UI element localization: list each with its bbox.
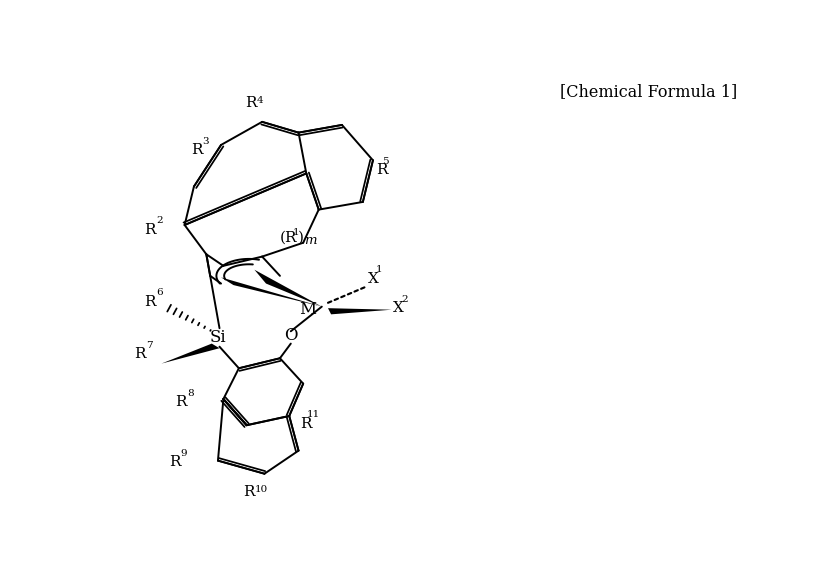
- Polygon shape: [221, 277, 322, 307]
- Text: 2: 2: [401, 295, 407, 303]
- Text: 7: 7: [146, 341, 153, 350]
- Text: 11: 11: [306, 410, 320, 419]
- Text: m: m: [304, 234, 316, 247]
- Text: R: R: [191, 144, 202, 157]
- Text: (R: (R: [280, 230, 297, 244]
- Text: 8: 8: [187, 389, 193, 398]
- Text: 6: 6: [156, 288, 163, 298]
- Text: R: R: [245, 96, 257, 109]
- Text: M: M: [299, 301, 316, 318]
- Text: ): ): [298, 230, 304, 244]
- Polygon shape: [328, 308, 392, 314]
- Text: 5: 5: [382, 157, 389, 166]
- Text: 10: 10: [254, 485, 268, 494]
- Text: Si: Si: [210, 329, 226, 346]
- Text: R: R: [175, 395, 187, 409]
- Text: R: R: [145, 295, 156, 309]
- Text: R: R: [243, 485, 254, 499]
- Text: 2: 2: [156, 216, 163, 225]
- Text: R: R: [135, 347, 146, 361]
- Polygon shape: [161, 343, 220, 364]
- Text: 1: 1: [376, 265, 382, 274]
- Text: O: O: [284, 327, 297, 343]
- Text: X: X: [368, 272, 379, 286]
- Text: 4: 4: [257, 96, 263, 105]
- Text: R: R: [300, 417, 311, 431]
- Text: 1: 1: [293, 228, 300, 237]
- Text: R: R: [169, 455, 181, 469]
- Polygon shape: [254, 270, 322, 307]
- Text: R: R: [376, 163, 387, 177]
- Text: R: R: [145, 223, 156, 237]
- Text: [Chemical Formula 1]: [Chemical Formula 1]: [560, 83, 737, 100]
- Text: 9: 9: [181, 449, 188, 457]
- Text: X: X: [393, 301, 404, 315]
- Text: 3: 3: [202, 137, 209, 146]
